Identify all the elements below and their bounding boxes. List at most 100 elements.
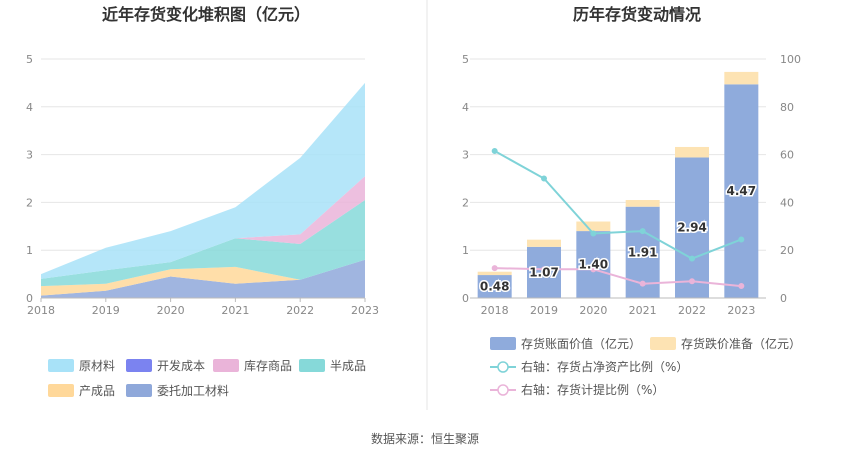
legend-label: 右轴：存货占净资产比例（%）	[521, 359, 688, 374]
bar-存货跌价准备（亿元）[interactable]	[724, 71, 759, 85]
legend-item-consigned[interactable]: 委托加工材料	[126, 384, 229, 398]
y-tick-label: 5	[462, 53, 469, 66]
y-tick-label: 1	[26, 244, 33, 257]
line-右轴：存货占净资产比例（%）[interactable]	[494, 150, 742, 260]
y2-tick-label: 80	[780, 101, 794, 114]
x-tick-label: 2018	[481, 304, 509, 317]
y2-tick-label: 100	[780, 53, 801, 66]
line-point[interactable]	[689, 255, 695, 262]
x-tick-label: 2020	[157, 304, 185, 317]
bar-data-label: 2.94	[677, 221, 707, 235]
legend-label: 存货跌价准备（亿元）	[681, 336, 801, 351]
y-tick-label: 2	[26, 196, 33, 209]
y2-tick-label: 20	[780, 244, 794, 257]
bar-data-label: 1.07	[529, 265, 559, 279]
line-point[interactable]	[639, 280, 646, 287]
legend-label: 原材料	[79, 359, 115, 373]
legend-swatch	[650, 337, 676, 350]
legend-label: 库存商品	[244, 358, 292, 373]
legend-marker	[497, 361, 509, 373]
y2-tick-label: 60	[780, 149, 794, 162]
line-point[interactable]	[738, 236, 745, 243]
y2-tick-label: 0	[780, 292, 787, 305]
legend-marker	[497, 384, 509, 396]
left-chart-title: 近年存货变化堆积图（亿元）	[102, 5, 310, 24]
line-point[interactable]	[639, 228, 646, 235]
legend-label: 存货账面价值（亿元）	[521, 336, 641, 351]
bar-存货跌价准备（亿元）[interactable]	[527, 239, 561, 247]
legend-label: 产成品	[79, 384, 115, 398]
x-tick-label: 2023	[727, 304, 755, 317]
line-point[interactable]	[491, 148, 498, 155]
legend-item-goods[interactable]: 库存商品	[213, 358, 292, 373]
right-bar-line-chart: 0 1 2 3 4 5 0 20 40 60 80 100 2018 2019 2020 2021 2022 20…	[462, 53, 801, 317]
legend-item-dev-cost[interactable]: 开发成本	[126, 358, 205, 373]
bar-存货账面价值（亿元）[interactable]	[576, 231, 611, 298]
legend-swatch	[48, 384, 74, 397]
left-area-chart: 0 1 2 3 4 5 2018 2019 2020 2021 2022 2023	[26, 53, 379, 317]
y-tick-label: 4	[462, 101, 469, 114]
line-point[interactable]	[590, 230, 597, 237]
legend-swatch	[126, 384, 152, 397]
x-tick-label: 2022	[286, 304, 314, 317]
legend-label: 开发成本	[157, 358, 205, 373]
area-series-原材料[interactable]	[41, 82, 365, 279]
area-series-委托加工材料[interactable]	[41, 259, 365, 298]
y2-tick-label: 40	[780, 196, 794, 209]
data-source: 数据来源：恒生聚源	[371, 431, 479, 446]
line-右轴：存货计提比例（%）[interactable]	[494, 267, 742, 288]
x-tick-label: 2023	[351, 304, 379, 317]
bar-data-label: 0.48	[480, 280, 510, 294]
area-series-半成品[interactable]	[41, 200, 365, 287]
legend-item-book-value[interactable]: 存货账面价值（亿元）	[490, 336, 641, 351]
y-tick-label: 0	[26, 292, 33, 305]
bar-存货账面价值（亿元）[interactable]	[527, 246, 561, 298]
legend-item-finished[interactable]: 产成品	[48, 384, 115, 398]
legend-label: 半成品	[330, 359, 366, 373]
y-tick-label: 0	[462, 292, 469, 305]
bar-存货账面价值（亿元）[interactable]	[477, 275, 512, 298]
bar-存货跌价准备（亿元）[interactable]	[675, 146, 709, 158]
legend-swatch	[48, 359, 74, 372]
line-point[interactable]	[689, 278, 695, 285]
line-point[interactable]	[590, 266, 597, 273]
right-legend: 存货账面价值（亿元） 存货跌价准备（亿元） 右轴：存货占净资产比例（%） 右轴：…	[490, 336, 801, 397]
bar-data-label: 4.47	[727, 184, 757, 198]
y-tick-label: 3	[26, 149, 33, 162]
y-tick-label: 3	[462, 149, 469, 162]
legend-item-impairment[interactable]: 存货跌价准备（亿元）	[650, 336, 801, 351]
right-chart-title: 历年存货变动情况	[573, 5, 701, 24]
left-legend: 原材料 开发成本 库存商品 半成品 产成品 委托加工材料	[48, 358, 366, 398]
x-tick-label: 2021	[221, 304, 249, 317]
legend-item-provision-ratio[interactable]: 右轴：存货计提比例（%）	[490, 382, 664, 397]
legend-item-net-asset-ratio[interactable]: 右轴：存货占净资产比例（%）	[490, 359, 688, 374]
area-series-产成品[interactable]	[41, 259, 365, 296]
legend-item-semi-finished[interactable]: 半成品	[299, 359, 366, 373]
bar-存货账面价值（亿元）[interactable]	[724, 84, 759, 298]
x-tick-label: 2018	[27, 304, 55, 317]
line-point[interactable]	[491, 265, 498, 272]
legend-item-raw-material[interactable]: 原材料	[48, 359, 115, 373]
legend-label: 委托加工材料	[157, 384, 229, 398]
x-tick-label: 2021	[629, 304, 657, 317]
bar-存货账面价值（亿元）[interactable]	[675, 157, 709, 298]
legend-swatch	[299, 359, 325, 372]
x-tick-label: 2019	[92, 304, 120, 317]
bar-data-label: 1.40	[579, 258, 609, 272]
y-tick-label: 4	[26, 101, 33, 114]
legend-label: 右轴：存货计提比例（%）	[521, 382, 664, 397]
bar-存货跌价准备（亿元）[interactable]	[625, 200, 660, 207]
legend-swatch	[126, 359, 152, 372]
line-point[interactable]	[541, 266, 547, 273]
bar-存货跌价准备（亿元）[interactable]	[576, 221, 611, 232]
legend-swatch	[213, 359, 239, 372]
x-tick-label: 2020	[579, 304, 607, 317]
line-point[interactable]	[541, 175, 547, 182]
line-point[interactable]	[738, 283, 745, 290]
y-tick-label: 2	[462, 196, 469, 209]
bar-data-label: 1.91	[628, 245, 658, 259]
bar-存货跌价准备（亿元）[interactable]	[477, 271, 512, 276]
y-tick-label: 1	[462, 244, 469, 257]
legend-swatch	[490, 337, 516, 350]
